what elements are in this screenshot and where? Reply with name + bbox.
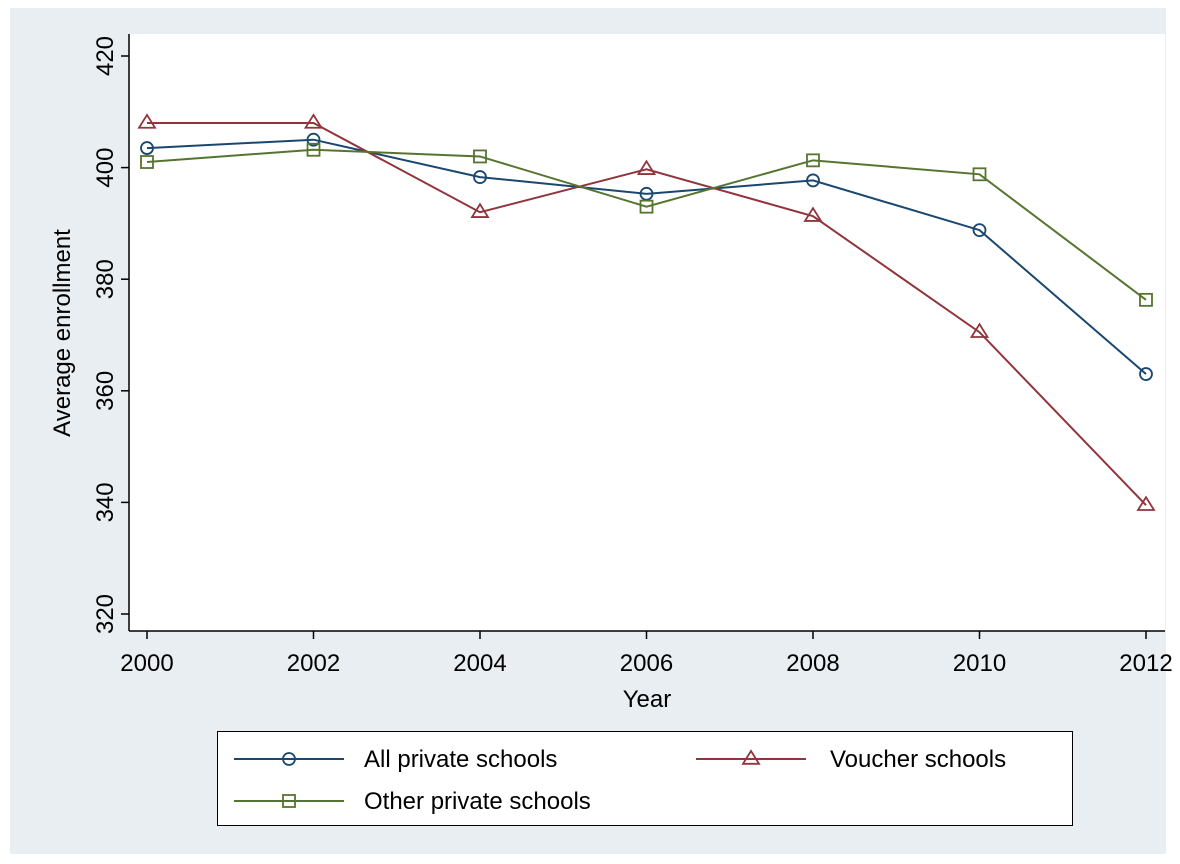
y-tick-label: 360 xyxy=(92,371,119,411)
x-tick-label: 2012 xyxy=(1119,650,1172,677)
y-axis-label: Average enrollment xyxy=(49,229,76,437)
plot-area xyxy=(129,34,1165,631)
y-tick-label: 400 xyxy=(92,148,119,188)
x-tick-label: 2004 xyxy=(453,650,506,677)
series-line-1 xyxy=(146,138,1147,375)
data-point xyxy=(306,132,321,147)
data-point xyxy=(470,202,490,218)
series-line-2 xyxy=(147,121,1147,506)
legend-items: All private schools Voucher schools Other … xyxy=(234,746,1006,815)
data-point xyxy=(1139,292,1153,307)
x-tick-label: 2000 xyxy=(120,650,173,677)
x-tick-label: 2010 xyxy=(953,650,1006,677)
y-tick-label: 420 xyxy=(92,36,119,76)
data-point xyxy=(140,141,154,155)
legend: All private schools Voucher schools Other … xyxy=(217,731,1073,826)
data-point xyxy=(972,223,987,237)
data-point xyxy=(806,153,820,168)
data-point xyxy=(972,167,987,182)
x-axis-label: Year xyxy=(623,686,672,713)
series-line-3 xyxy=(146,148,1147,301)
data-point xyxy=(636,159,657,175)
data-point xyxy=(1139,367,1153,381)
legend-marker xyxy=(741,749,761,765)
x-axis-ticks: 2000 2002 2004 2006 2008 2010 2012 xyxy=(120,631,1173,677)
data-point xyxy=(137,113,157,129)
legend-marker xyxy=(282,752,296,766)
x-tick-label: 2006 xyxy=(620,650,673,677)
data-point xyxy=(473,170,487,184)
data-point xyxy=(140,155,154,169)
data-point xyxy=(306,142,321,157)
x-tick-label: 2002 xyxy=(287,650,340,677)
series-layer xyxy=(137,113,1156,511)
data-point xyxy=(806,173,820,188)
legend-label: All private schools xyxy=(364,746,557,773)
data-point xyxy=(1136,495,1156,511)
y-tick-label: 380 xyxy=(92,259,119,299)
y-axis-ticks: 320 340 360 380 400 420 xyxy=(92,36,129,634)
x-tick-label: 2008 xyxy=(786,650,839,677)
legend-label: Voucher schools xyxy=(830,746,1006,773)
legend-label: Other private schools xyxy=(364,788,591,815)
data-point xyxy=(969,322,990,338)
data-point xyxy=(303,113,324,129)
y-tick-label: 340 xyxy=(92,482,119,522)
legend-marker xyxy=(282,794,296,808)
data-point xyxy=(473,149,487,164)
data-point xyxy=(639,199,654,214)
y-tick-label: 320 xyxy=(92,594,119,634)
data-point xyxy=(803,206,823,222)
